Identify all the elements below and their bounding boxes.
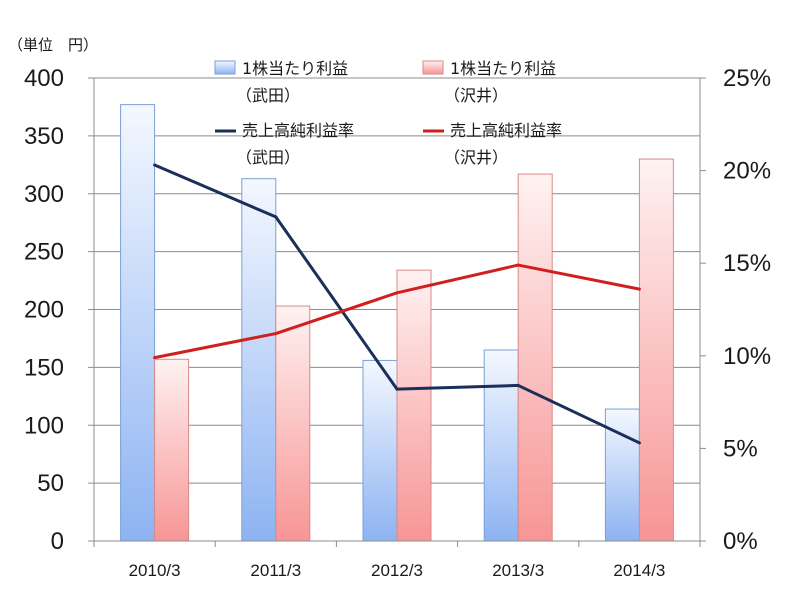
- x-tick-2014/3: 2014/3: [613, 561, 665, 580]
- line-point-series1-2010/3: [153, 163, 157, 167]
- y-left-tick-200: 200: [24, 297, 64, 324]
- bar-series1-2014/3: [604, 408, 640, 542]
- line-point-series2-2012/3: [395, 291, 399, 295]
- y-left-tick-300: 300: [24, 181, 64, 208]
- y-left-tick-50: 50: [37, 470, 64, 497]
- bar-series2-2011/3: [275, 305, 311, 542]
- bar-series2-2012/3: [396, 269, 432, 542]
- line-point-series2-2014/3: [637, 287, 641, 291]
- y-left-tick-0: 0: [51, 528, 64, 555]
- y-right-tick-10%: 10%: [723, 343, 771, 370]
- y-left-tick-350: 350: [24, 123, 64, 150]
- bar-series2-2014/3: [638, 158, 674, 542]
- y-right-tick-20%: 20%: [723, 158, 771, 185]
- legend-swatch-bar-takeda: [214, 60, 236, 75]
- legend-sub-line-takeda: （武田）: [236, 148, 300, 167]
- bar-series1-2011/3: [241, 178, 277, 542]
- y-left-tick-150: 150: [24, 354, 64, 381]
- bar-series1-2010/3: [120, 104, 156, 542]
- y-left-tick-400: 400: [24, 65, 64, 92]
- y-right-tick-0%: 0%: [723, 528, 758, 555]
- unit-label: （単位 円）: [8, 36, 98, 54]
- legend-sub-bar-takeda: （武田）: [236, 86, 300, 105]
- legend-label-bar-takeda: 1株当たり利益: [242, 59, 348, 78]
- legend-swatch-bar-sawai: [422, 60, 444, 75]
- lines: [153, 163, 641, 445]
- bar-series1-2013/3: [483, 349, 519, 542]
- legend-label-line-takeda: 売上高純利益率: [242, 121, 354, 140]
- legend-label-bar-sawai: 1株当たり利益: [450, 59, 556, 78]
- line-point-series2-2013/3: [516, 263, 520, 267]
- legend-sub-bar-sawai: （沢井）: [444, 86, 508, 105]
- y-right-tick-25%: 25%: [723, 65, 771, 92]
- axes: [88, 77, 706, 547]
- line-point-series1-2013/3: [516, 383, 520, 387]
- x-tick-2012/3: 2012/3: [371, 561, 423, 580]
- y-left-tick-100: 100: [24, 412, 64, 439]
- x-tick-2010/3: 2010/3: [129, 561, 181, 580]
- line-point-series2-2010/3: [153, 356, 157, 360]
- legend: 1株当たり利益 （武田） 1株当たり利益 （沢井） 売上高純利益率 （武田） 売…: [214, 59, 562, 167]
- bar-series1-2012/3: [362, 359, 398, 542]
- line-point-series1-2014/3: [637, 441, 641, 445]
- x-tick-2011/3: 2011/3: [250, 561, 301, 580]
- y-left-tick-250: 250: [24, 239, 64, 266]
- y-right-tick-5%: 5%: [723, 435, 758, 462]
- line-point-series1-2012/3: [395, 387, 399, 391]
- bar-series2-2013/3: [517, 173, 553, 542]
- legend-sub-line-sawai: （沢井）: [444, 148, 508, 167]
- tick-labels: 0 50 100 150 200 250 300 350 400 0% 5% 10% 15% 20% 25%…: [24, 65, 771, 580]
- y-right-tick-15%: 15%: [723, 250, 771, 277]
- line-point-series2-2011/3: [274, 332, 278, 336]
- x-tick-2013/3: 2013/3: [492, 561, 544, 580]
- line-point-series1-2011/3: [274, 215, 278, 219]
- legend-label-line-sawai: 売上高純利益率: [450, 121, 562, 140]
- bars: [120, 104, 674, 542]
- bar-series2-2010/3: [154, 358, 190, 542]
